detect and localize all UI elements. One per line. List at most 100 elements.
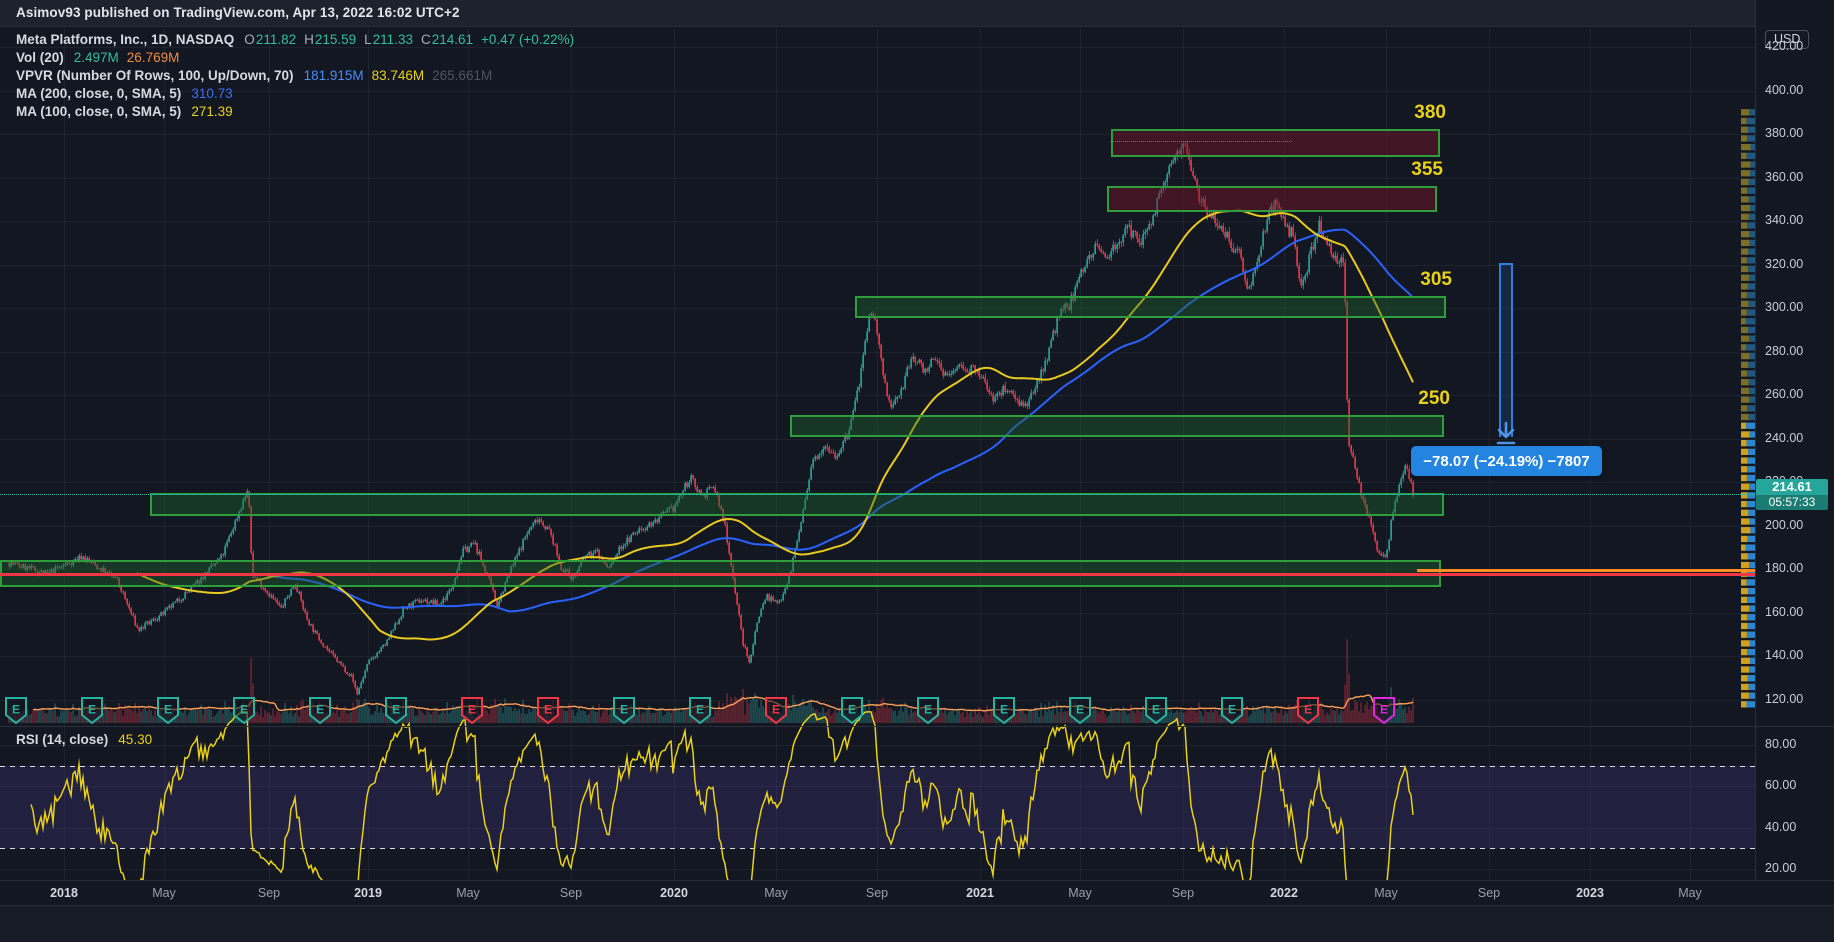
supply-zone[interactable] [1107, 186, 1437, 213]
earnings-icon[interactable]: E [5, 697, 27, 725]
legend-segment: 211.33 [372, 32, 413, 47]
red-horizontal-line[interactable] [0, 573, 1755, 577]
volume-legend-row[interactable]: Vol (20) 2.497M 26.769M [16, 49, 582, 67]
pane-separator[interactable] [0, 726, 1834, 727]
svg-text:E: E [240, 703, 248, 717]
svg-text:E: E [12, 703, 20, 717]
time-tick-label: Sep [1477, 886, 1501, 900]
bottom-bar: TradingView [0, 905, 1834, 942]
earnings-icon[interactable]: E [993, 697, 1015, 725]
demand-zone[interactable] [790, 414, 1444, 437]
svg-text:E: E [696, 703, 704, 717]
supply-zone[interactable] [1111, 128, 1440, 157]
price-tick-label: 320.00 [1765, 256, 1804, 271]
earnings-icon[interactable]: E [233, 697, 255, 725]
earnings-icon[interactable]: E [157, 697, 179, 725]
time-tick-label: 2019 [354, 886, 382, 900]
time-tick-label: Sep [865, 886, 889, 900]
time-tick-label: May [152, 886, 176, 900]
time-axis[interactable]: 2018 May Sep 2019 May Sep 2020 May Sep 2021 May Sep… [0, 880, 1834, 906]
svg-text:E: E [164, 703, 172, 717]
price-tick-label: 400.00 [1765, 82, 1804, 97]
time-tick-label: May [1068, 886, 1092, 900]
time-tick-label: May [764, 886, 788, 900]
time-tick-label: Sep [1171, 886, 1195, 900]
svg-text:E: E [1304, 703, 1312, 717]
time-tick-label: Sep [257, 886, 281, 900]
published-text: Asimov93 published on TradingView.com, A… [16, 5, 460, 20]
rsi-tick-label: 60.00 [1765, 778, 1797, 793]
svg-text:E: E [1000, 703, 1008, 717]
earnings-icon[interactable]: E [1297, 697, 1319, 725]
svg-text:E: E [848, 703, 856, 717]
legend-segment: C [420, 32, 431, 47]
earnings-icon[interactable]: E [309, 697, 331, 725]
svg-text:E: E [392, 703, 400, 717]
earnings-icon[interactable]: E [917, 697, 939, 725]
demand-zone[interactable] [855, 296, 1446, 318]
ma200-legend-row[interactable]: MA (200, close, 0, SMA, 5) 310.73 [16, 85, 582, 103]
main-chart-canvas[interactable] [0, 0, 1755, 880]
symbol-legend-row[interactable]: Meta Platforms, Inc., 1D, NASDAQ O211.82 H… [16, 31, 582, 49]
svg-text:E: E [544, 703, 552, 717]
earnings-icon[interactable]: E [461, 697, 483, 725]
legend-segment: O [244, 32, 255, 47]
prior-high-dotted-line [1111, 140, 1292, 142]
earnings-icon[interactable]: E [385, 697, 407, 725]
currency-label: USD [1765, 30, 1810, 49]
time-tick-label: Sep [559, 886, 583, 900]
legend-segment: +0.47 (+0.22%) [481, 32, 575, 47]
legend-segment: VPVR (Number Of Rows, 100, Up/Down, 70) [16, 68, 294, 83]
legend-segment: 310.73 [191, 86, 233, 101]
svg-text:E: E [88, 703, 96, 717]
legend-segment: 214.61 [431, 32, 474, 47]
measure-tooltip-label: −78.07 (−24.19%) −7807 [1423, 452, 1590, 470]
time-tick-label: 2023 [1576, 886, 1604, 900]
time-tick-label: 2018 [50, 886, 78, 900]
earnings-icon[interactable]: E [841, 697, 863, 725]
legend-segment: 83.746M [371, 68, 425, 83]
legend-segment: 26.769M [126, 50, 180, 65]
demand-zone[interactable] [150, 493, 1444, 517]
zone-price-label: 355 [1411, 159, 1443, 181]
rsi-tick-label: 80.00 [1765, 737, 1797, 751]
rsi-tick-label: 40.00 [1765, 819, 1797, 834]
earnings-icon[interactable]: E [1069, 697, 1091, 725]
price-tick-label: 380.00 [1765, 126, 1804, 141]
earnings-icon[interactable]: E [1373, 697, 1395, 725]
measure-tooltip[interactable]: −78.07 (−24.19%) −7807 [1411, 446, 1602, 476]
legend-segment: MA (200, close, 0, SMA, 5) [16, 86, 182, 101]
price-tick-label: 280.00 [1765, 343, 1804, 358]
legend-segment: 271.39 [191, 104, 233, 119]
earnings-icon[interactable]: E [537, 697, 559, 725]
legend-segment: 2.497M [73, 50, 119, 65]
price-tick-label: 340.00 [1765, 213, 1804, 228]
earnings-icon[interactable]: E [1145, 697, 1167, 725]
earnings-icon[interactable]: E [613, 697, 635, 725]
legend-segment: Meta Platforms, Inc., 1D, NASDAQ [16, 32, 235, 47]
earnings-icon[interactable]: E [1221, 697, 1243, 725]
ma100-legend-row[interactable]: MA (100, close, 0, SMA, 5) 271.39 [16, 103, 582, 121]
poc-line[interactable] [1417, 568, 1755, 572]
zone-price-label: 380 [1414, 101, 1446, 123]
earnings-icon[interactable]: E [81, 697, 103, 725]
zone-price-label: 305 [1420, 269, 1452, 291]
svg-text:E: E [620, 703, 628, 717]
price-tick-label: 360.00 [1765, 169, 1804, 184]
measure-tool[interactable] [1499, 263, 1513, 437]
vpvr-legend-row[interactable]: VPVR (Number Of Rows, 100, Up/Down, 70) 1… [16, 67, 582, 85]
svg-text:E: E [1076, 703, 1084, 717]
last-price-badge[interactable]: 214.61 05:57:33 [1756, 479, 1828, 511]
earnings-icon[interactable]: E [689, 697, 711, 725]
price-tick-label: 300.00 [1765, 300, 1804, 315]
earnings-icon[interactable]: E [765, 697, 787, 725]
zone-price-label: 250 [1418, 387, 1450, 409]
price-tick-label: 240.00 [1765, 430, 1804, 445]
indicator-legend: Meta Platforms, Inc., 1D, NASDAQ O211.82 H… [16, 31, 582, 121]
legend-segment: MA (100, close, 0, SMA, 5) [16, 104, 182, 119]
price-scale[interactable]: USD 214.61 05:57:33 420.00 400.00 380.00 36… [1755, 0, 1834, 905]
time-tick-label: May [456, 886, 480, 900]
rsi-legend-row[interactable]: RSI (14, close) 45.30 [16, 731, 160, 749]
svg-text:E: E [1152, 703, 1160, 717]
